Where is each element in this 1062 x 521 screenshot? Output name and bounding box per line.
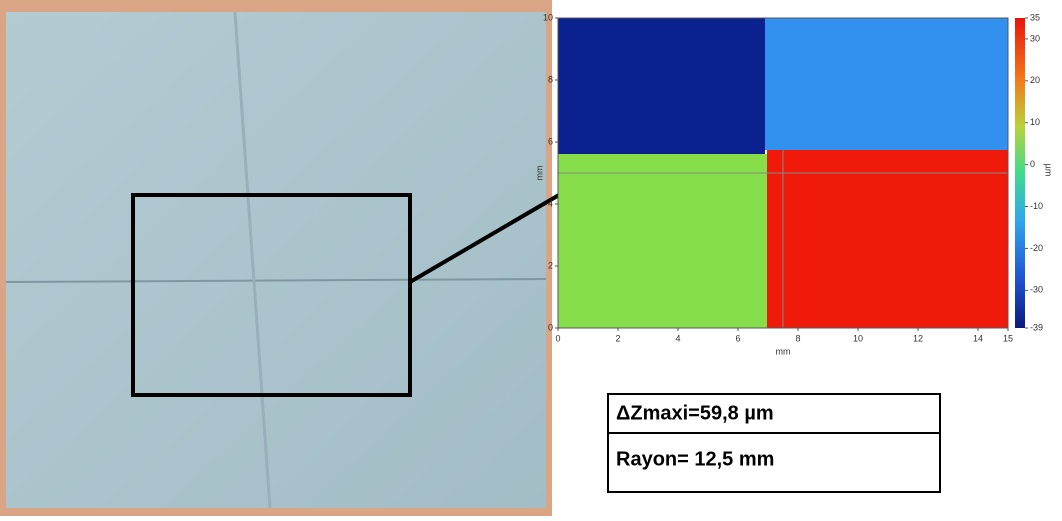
colorbar-tick-label: 10: [1030, 117, 1040, 127]
colorbar-tick-label: 30: [1030, 33, 1040, 43]
crease: [233, 11, 272, 509]
x-tick-label: 10: [853, 333, 863, 343]
x-tick-label: 14: [973, 333, 983, 343]
results-box: [607, 393, 941, 493]
y-tick-label: 4: [548, 198, 553, 208]
y-axis-label: mm: [534, 166, 544, 181]
colorbar-tick-label: 20: [1030, 75, 1040, 85]
region: [558, 154, 767, 328]
y-tick-label: 6: [548, 136, 553, 146]
y-tick-label: 0: [548, 322, 553, 332]
colorbar-label: µm: [1044, 164, 1054, 177]
x-axis-label: mm: [776, 346, 791, 356]
colorbar-tick-label: 0: [1030, 159, 1035, 169]
colorbar-tick-label: 35: [1030, 12, 1040, 22]
region: [767, 150, 1008, 328]
result: Rayon= 12,5 mm: [616, 448, 774, 470]
colorbar-tick-label: -20: [1030, 243, 1043, 253]
photo: [6, 12, 546, 508]
region: [765, 18, 1008, 150]
plot-frame: [557, 17, 1009, 329]
zoom-box: [131, 193, 412, 397]
y-tick-label: 8: [548, 74, 553, 84]
x-tick-label: 6: [735, 333, 740, 343]
x-tick-label: 8: [795, 333, 800, 343]
colorbar-tick-label: -10: [1030, 201, 1043, 211]
x-tick-label: 4: [675, 333, 680, 343]
y-tick-label: 2: [548, 260, 553, 270]
x-tick-label: 15: [1003, 333, 1013, 343]
x-tick-label: 0: [555, 333, 560, 343]
crease: [5, 278, 547, 283]
colorbar-tick-label: -30: [1030, 285, 1043, 295]
colorbar: [1015, 18, 1025, 328]
x-tick-label: 2: [615, 333, 620, 343]
result: ΔZmaxi=59,8 µm: [616, 402, 774, 424]
x-tick-label: 12: [913, 333, 923, 343]
region: [558, 18, 765, 154]
colorbar-tick-label: -39: [1030, 322, 1043, 332]
y-tick-label: 10: [543, 12, 553, 22]
